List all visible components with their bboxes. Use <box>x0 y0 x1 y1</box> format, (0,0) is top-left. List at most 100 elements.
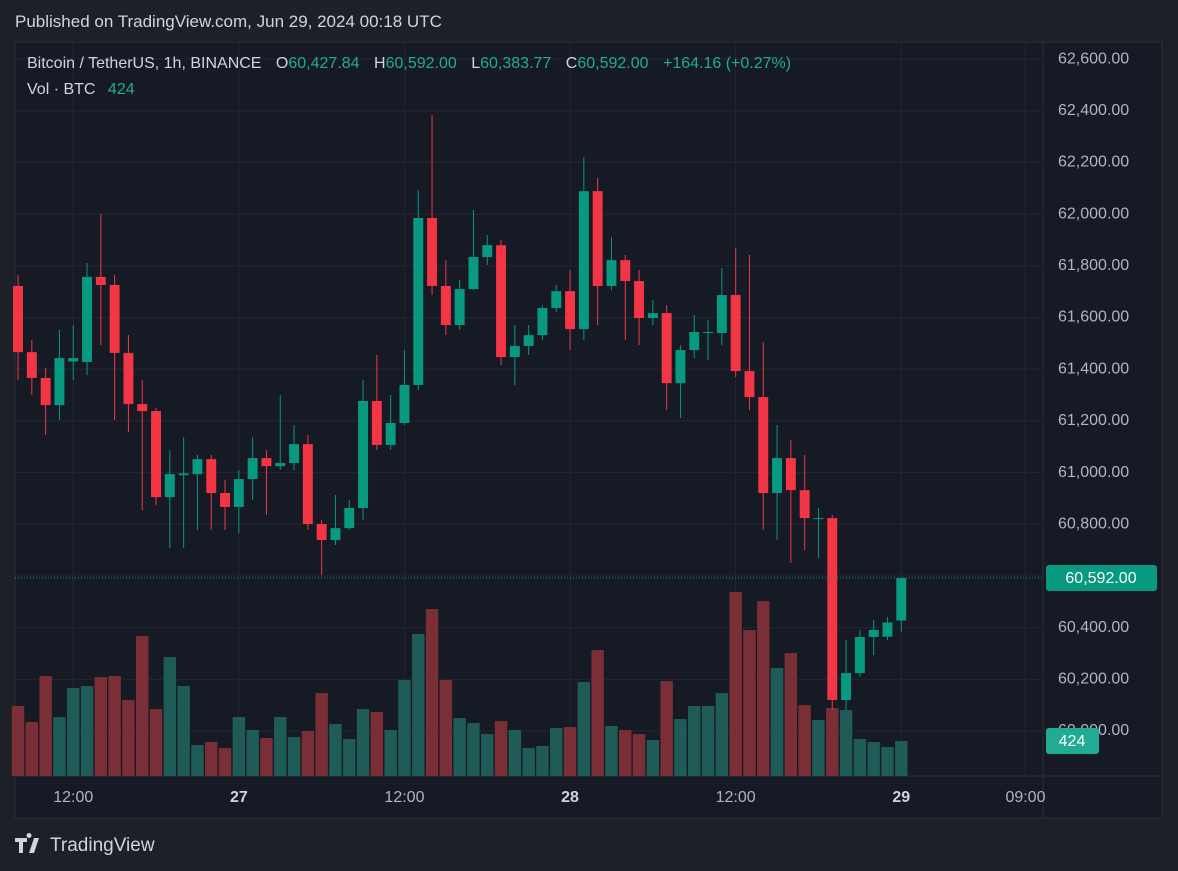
candle-body <box>109 284 120 353</box>
volume-bar <box>370 712 384 776</box>
volume-bar <box>122 700 135 776</box>
close-key: C <box>565 55 578 72</box>
volume-bar <box>798 705 811 776</box>
candle-body <box>275 463 286 467</box>
candle-body <box>482 245 493 258</box>
candle-body <box>95 276 106 285</box>
change: +164.16 (+0.27%) <box>662 55 792 72</box>
candle-body <box>647 313 658 319</box>
candle-body <box>537 307 548 336</box>
y-tick-label: 62,000.00 <box>1058 205 1129 222</box>
x-tick-label: 29 <box>892 789 910 806</box>
volume-bar <box>301 731 315 776</box>
volume-bar <box>494 721 508 776</box>
y-tick-label: 62,200.00 <box>1058 154 1129 171</box>
y-tick-label: 60,800.00 <box>1058 515 1129 532</box>
candle-body <box>192 459 203 475</box>
candle-body <box>758 397 769 493</box>
volume-bar <box>632 733 646 776</box>
brand-logo: TradingView <box>15 833 155 856</box>
candle-body <box>578 191 589 330</box>
candle-body <box>785 458 796 491</box>
volume-bar <box>770 668 784 776</box>
volume-bar <box>287 737 301 776</box>
candle-body <box>178 473 189 476</box>
volume-bar <box>701 706 715 776</box>
candle-body <box>841 673 852 701</box>
logo-icon <box>15 833 39 853</box>
candle-body <box>302 444 313 525</box>
volume-bar <box>149 709 163 776</box>
volume-bar <box>660 681 673 776</box>
volume-bar <box>729 592 742 776</box>
candle-body <box>551 291 562 308</box>
candle-body <box>385 422 396 445</box>
symbol: Bitcoin / TetherUS, 1h, BINANCE <box>27 55 262 72</box>
volume-bar <box>398 679 411 776</box>
close-value: 60,592.00 <box>577 55 649 72</box>
x-tick-label: 12:00 <box>53 789 93 806</box>
candle-body <box>82 276 93 362</box>
volume-bar <box>757 601 770 776</box>
volume-bar <box>246 730 259 776</box>
volume-bar <box>867 741 880 776</box>
volume-bar <box>80 686 94 776</box>
axes: 60,000.0060,200.0060,400.0060,600.0060,8… <box>15 50 1157 806</box>
candle-body <box>565 291 576 330</box>
candle-body <box>316 524 327 541</box>
volume-bar <box>53 717 66 776</box>
candle-body <box>744 371 755 398</box>
x-tick-label: 12:00 <box>384 789 424 806</box>
volume-bar <box>343 739 356 776</box>
candle-body <box>606 260 617 286</box>
volume-bar <box>688 706 701 776</box>
volume-bar <box>191 745 204 776</box>
volume-bar <box>646 740 660 776</box>
candle-body <box>330 528 341 541</box>
volume-bar <box>619 730 632 776</box>
volume-bar <box>232 717 246 776</box>
candle-body <box>164 474 175 498</box>
volume-bar <box>384 730 397 776</box>
x-tick-label: 12:00 <box>716 789 756 806</box>
candle-body <box>413 218 424 385</box>
candle-body <box>399 384 410 423</box>
candle-body <box>468 257 479 290</box>
volume-bar <box>315 693 328 776</box>
volume-bar <box>591 650 604 776</box>
volume-bar <box>853 739 867 776</box>
candle-body <box>854 636 865 674</box>
candle-body <box>123 352 134 405</box>
candle-body <box>233 479 244 507</box>
candle-body <box>137 404 148 412</box>
volume-bar <box>163 657 177 776</box>
candle-body <box>247 458 258 480</box>
volume-bar <box>784 653 798 776</box>
volume-bar <box>11 706 25 776</box>
candle-body <box>689 331 700 351</box>
candle-body <box>26 352 37 378</box>
brand-name: TradingView <box>50 835 155 856</box>
candle-body <box>772 458 783 493</box>
y-tick-label: 62,400.00 <box>1058 102 1129 119</box>
volume-bar <box>522 748 535 776</box>
volume-bar <box>274 717 287 776</box>
high-value: 60,592.00 <box>385 55 457 72</box>
candle-body <box>592 191 603 286</box>
candle-body <box>68 358 79 362</box>
candle-body <box>882 622 893 637</box>
volume-bar <box>508 730 522 776</box>
candle-body <box>620 260 631 282</box>
volume-bar <box>94 677 108 776</box>
volume-bar <box>177 686 190 776</box>
low-key: L <box>471 55 481 72</box>
volume-bar <box>467 723 480 776</box>
candle-body <box>813 518 824 520</box>
candle-body <box>799 490 810 519</box>
volume-key: Vol · BTC <box>27 81 96 98</box>
y-tick-label: 61,400.00 <box>1058 360 1129 377</box>
volume-bar <box>839 710 853 776</box>
candle-body <box>13 285 24 353</box>
low-value: 60,383.77 <box>480 55 552 72</box>
